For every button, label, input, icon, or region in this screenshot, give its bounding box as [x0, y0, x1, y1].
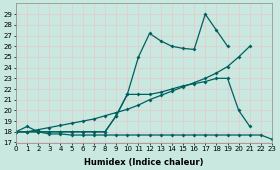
X-axis label: Humidex (Indice chaleur): Humidex (Indice chaleur) — [84, 158, 204, 167]
